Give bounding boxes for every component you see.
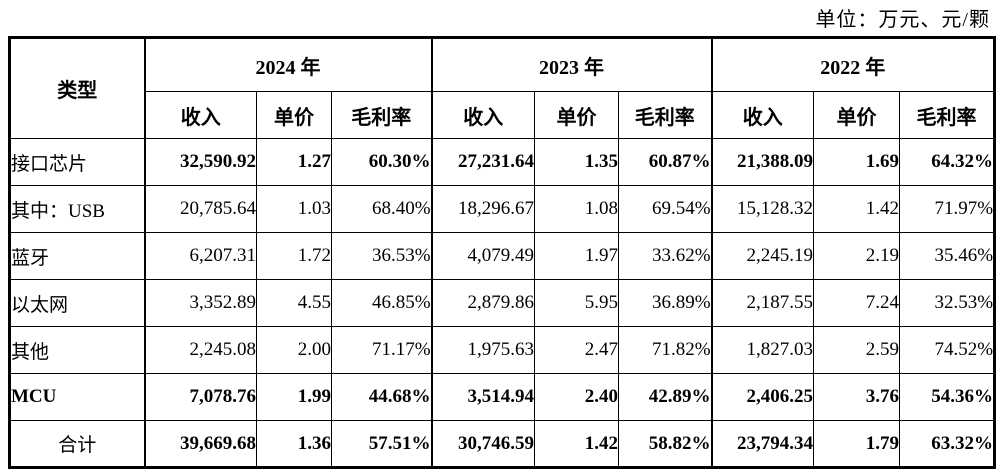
header-revenue-2024: 收入 <box>143 91 257 139</box>
year-header-2023: 2023 年 <box>430 37 713 92</box>
table-cell: 1.27 <box>256 138 332 186</box>
table-cell: 1,827.03 <box>710 326 815 374</box>
row-label: 蓝牙 <box>9 232 145 280</box>
table-cell: 68.40% <box>330 185 433 233</box>
header-gross-margin-2023: 毛利率 <box>618 91 713 139</box>
table-cell: 58.82% <box>618 420 713 468</box>
table-cell: 3.76 <box>813 373 901 421</box>
table-cell: 71.82% <box>618 326 713 374</box>
table-cell: 1.36 <box>256 420 332 468</box>
table-row-usb: 其中：USB 20,785.64 1.03 68.40% 18,296.67 1… <box>9 185 996 233</box>
table-cell: 71.17% <box>330 326 433 374</box>
table-row-mcu: MCU 7,078.76 1.99 44.68% 3,514.94 2.40 4… <box>9 373 996 421</box>
table-cell: 7.24 <box>813 279 901 327</box>
table-cell: 74.52% <box>899 326 996 374</box>
header-unit-price-2023: 单价 <box>534 91 620 139</box>
header-revenue-2023: 收入 <box>430 91 536 139</box>
header-revenue-2022: 收入 <box>710 91 815 139</box>
table-cell: 2.47 <box>534 326 620 374</box>
table-cell: 4,079.49 <box>430 232 536 280</box>
table-cell: 1.35 <box>534 138 620 186</box>
row-label: MCU <box>9 373 145 421</box>
table-cell: 1.79 <box>813 420 901 468</box>
table-cell: 46.85% <box>330 279 433 327</box>
table-cell: 2,245.19 <box>710 232 815 280</box>
table-row-other: 其他 2,245.08 2.00 71.17% 1,975.63 2.47 71… <box>9 326 996 374</box>
table-cell: 44.68% <box>330 373 433 421</box>
table-cell: 15,128.32 <box>710 185 815 233</box>
table-cell: 18,296.67 <box>430 185 536 233</box>
row-label: 合计 <box>9 420 145 468</box>
table-cell: 42.89% <box>618 373 713 421</box>
table-cell: 36.89% <box>618 279 713 327</box>
table-cell: 1.42 <box>813 185 901 233</box>
table-cell: 7,078.76 <box>143 373 257 421</box>
table-cell: 2,245.08 <box>143 326 257 374</box>
table-cell: 1.08 <box>534 185 620 233</box>
table-cell: 1.03 <box>256 185 332 233</box>
header-gross-margin-2024: 毛利率 <box>330 91 433 139</box>
table-cell: 32.53% <box>899 279 996 327</box>
header-unit-price-2024: 单价 <box>256 91 332 139</box>
table-row-interface-chip: 接口芯片 32,590.92 1.27 60.30% 27,231.64 1.3… <box>9 138 996 186</box>
year-header-2022: 2022 年 <box>710 37 996 92</box>
table-cell: 60.30% <box>330 138 433 186</box>
table-cell: 63.32% <box>899 420 996 468</box>
table-cell: 23,794.34 <box>710 420 815 468</box>
row-label: 接口芯片 <box>9 138 145 186</box>
table-row-ethernet: 以太网 3,352.89 4.55 46.85% 2,879.86 5.95 3… <box>9 279 996 327</box>
table-cell: 35.46% <box>899 232 996 280</box>
type-column-header: 类型 <box>9 37 145 139</box>
table-cell: 4.55 <box>256 279 332 327</box>
table-cell: 64.32% <box>899 138 996 186</box>
table-cell: 2.00 <box>256 326 332 374</box>
table-cell: 57.51% <box>330 420 433 468</box>
header-unit-price-2022: 单价 <box>813 91 901 139</box>
table-cell: 1.97 <box>534 232 620 280</box>
table-cell: 5.95 <box>534 279 620 327</box>
table-cell: 1,975.63 <box>430 326 536 374</box>
table-cell: 21,388.09 <box>710 138 815 186</box>
row-label: 其中：USB <box>9 185 145 233</box>
table-cell: 2.59 <box>813 326 901 374</box>
table-cell: 6,207.31 <box>143 232 257 280</box>
table-cell: 3,352.89 <box>143 279 257 327</box>
table-cell: 1.69 <box>813 138 901 186</box>
table-cell: 69.54% <box>618 185 713 233</box>
table-cell: 20,785.64 <box>143 185 257 233</box>
table-cell: 1.72 <box>256 232 332 280</box>
table-cell: 2,187.55 <box>710 279 815 327</box>
year-header-2024: 2024 年 <box>143 37 433 92</box>
table-cell: 36.53% <box>330 232 433 280</box>
row-label: 其他 <box>9 326 145 374</box>
table-cell: 2,406.25 <box>710 373 815 421</box>
table-cell: 3,514.94 <box>430 373 536 421</box>
row-label: 以太网 <box>9 279 145 327</box>
header-gross-margin-2022: 毛利率 <box>899 91 996 139</box>
gross-margin-table: 类型 2024 年 2023 年 2022 年 收入 单价 毛利率 收入 单价 … <box>8 36 997 469</box>
metric-header-row: 收入 单价 毛利率 收入 单价 毛利率 收入 单价 毛利率 <box>10 91 996 139</box>
table-row-total: 合计 39,669.68 1.36 57.51% 30,746.59 1.42 … <box>9 420 996 468</box>
table-cell: 30,746.59 <box>430 420 536 468</box>
table-cell: 32,590.92 <box>143 138 257 186</box>
table-row-bluetooth: 蓝牙 6,207.31 1.72 36.53% 4,079.49 1.97 33… <box>9 232 996 280</box>
table-cell: 2,879.86 <box>430 279 536 327</box>
table-cell: 1.42 <box>534 420 620 468</box>
unit-note: 单位：万元、元/颗 <box>815 9 990 31</box>
table-cell: 2.40 <box>534 373 620 421</box>
table-cell: 1.99 <box>256 373 332 421</box>
table-cell: 2.19 <box>813 232 901 280</box>
table-cell: 39,669.68 <box>143 420 257 468</box>
table-cell: 27,231.64 <box>430 138 536 186</box>
table-cell: 60.87% <box>618 138 713 186</box>
table-cell: 33.62% <box>618 232 713 280</box>
table-cell: 71.97% <box>899 185 996 233</box>
table-cell: 54.36% <box>899 373 996 421</box>
year-header-row: 类型 2024 年 2023 年 2022 年 <box>9 37 996 139</box>
